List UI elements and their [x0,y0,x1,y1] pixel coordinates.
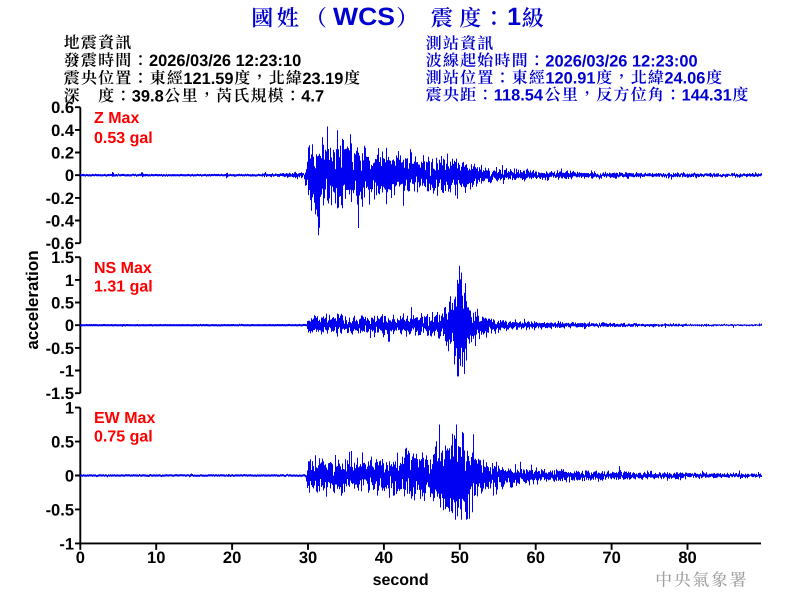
svg-text:0.5: 0.5 [51,294,74,312]
svg-text:1.5: 1.5 [51,249,74,267]
svg-text:0.53 gal: 0.53 gal [94,130,153,147]
svg-text:2026/03/26 12:23:00: 2026/03/26 12:23:00 [545,52,697,70]
svg-text:10: 10 [147,549,165,567]
svg-text:Z Max: Z Max [94,110,139,127]
svg-text:EW Max: EW Max [94,410,155,427]
svg-text:-1.5: -1.5 [46,385,74,403]
svg-text:120.91: 120.91 [545,70,595,88]
svg-text:144.31: 144.31 [682,87,732,105]
svg-text:0.2: 0.2 [51,144,74,162]
svg-text:0: 0 [65,167,74,185]
svg-text:-1: -1 [59,535,74,553]
svg-text:118.54: 118.54 [494,87,544,105]
svg-text:-1: -1 [59,362,74,380]
svg-text:80: 80 [678,549,696,567]
svg-text:70: 70 [602,549,620,567]
svg-text:-0.5: -0.5 [46,340,74,358]
svg-text:121.59: 121.59 [183,70,233,88]
svg-text:0: 0 [65,467,74,485]
svg-text:acceleration: acceleration [23,250,42,349]
svg-text:0.6: 0.6 [51,99,74,117]
svg-text:0: 0 [65,317,74,335]
svg-text:NS Max: NS Max [94,260,152,277]
svg-text:4.7: 4.7 [301,88,324,106]
svg-text:second: second [373,572,429,589]
svg-text:1.31 gal: 1.31 gal [94,279,153,296]
svg-text:0.75 gal: 0.75 gal [94,429,153,446]
svg-text:1: 1 [65,272,74,290]
svg-text:1: 1 [65,400,74,418]
svg-text:40: 40 [375,549,393,567]
svg-text:2026/03/26 12:23:10: 2026/03/26 12:23:10 [149,52,301,70]
svg-text:0.5: 0.5 [51,433,74,451]
svg-text:WCS: WCS [333,3,395,31]
svg-text:0.4: 0.4 [51,122,75,140]
svg-text:1: 1 [507,3,521,31]
svg-text:23.19: 23.19 [302,70,343,88]
svg-text:-0.5: -0.5 [46,501,74,519]
svg-text:-0.6: -0.6 [46,235,74,253]
svg-text:-0.2: -0.2 [46,190,74,208]
svg-text:30: 30 [299,549,317,567]
svg-text:24.06: 24.06 [664,70,705,88]
svg-text:0: 0 [76,549,85,567]
svg-text:50: 50 [451,549,469,567]
svg-text:-0.4: -0.4 [46,212,75,230]
svg-text:39.8: 39.8 [132,88,164,106]
svg-text:60: 60 [527,549,545,567]
svg-text:20: 20 [223,549,241,567]
